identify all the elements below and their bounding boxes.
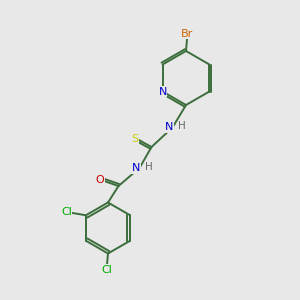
Text: H: H xyxy=(178,121,186,131)
Text: Br: Br xyxy=(182,28,194,39)
Text: O: O xyxy=(95,175,104,185)
Text: N: N xyxy=(158,86,167,97)
Text: Cl: Cl xyxy=(101,265,112,275)
Text: S: S xyxy=(131,134,139,145)
Text: H: H xyxy=(145,161,153,172)
Text: Cl: Cl xyxy=(61,207,72,217)
Text: N: N xyxy=(132,163,140,173)
Text: N: N xyxy=(165,122,173,133)
